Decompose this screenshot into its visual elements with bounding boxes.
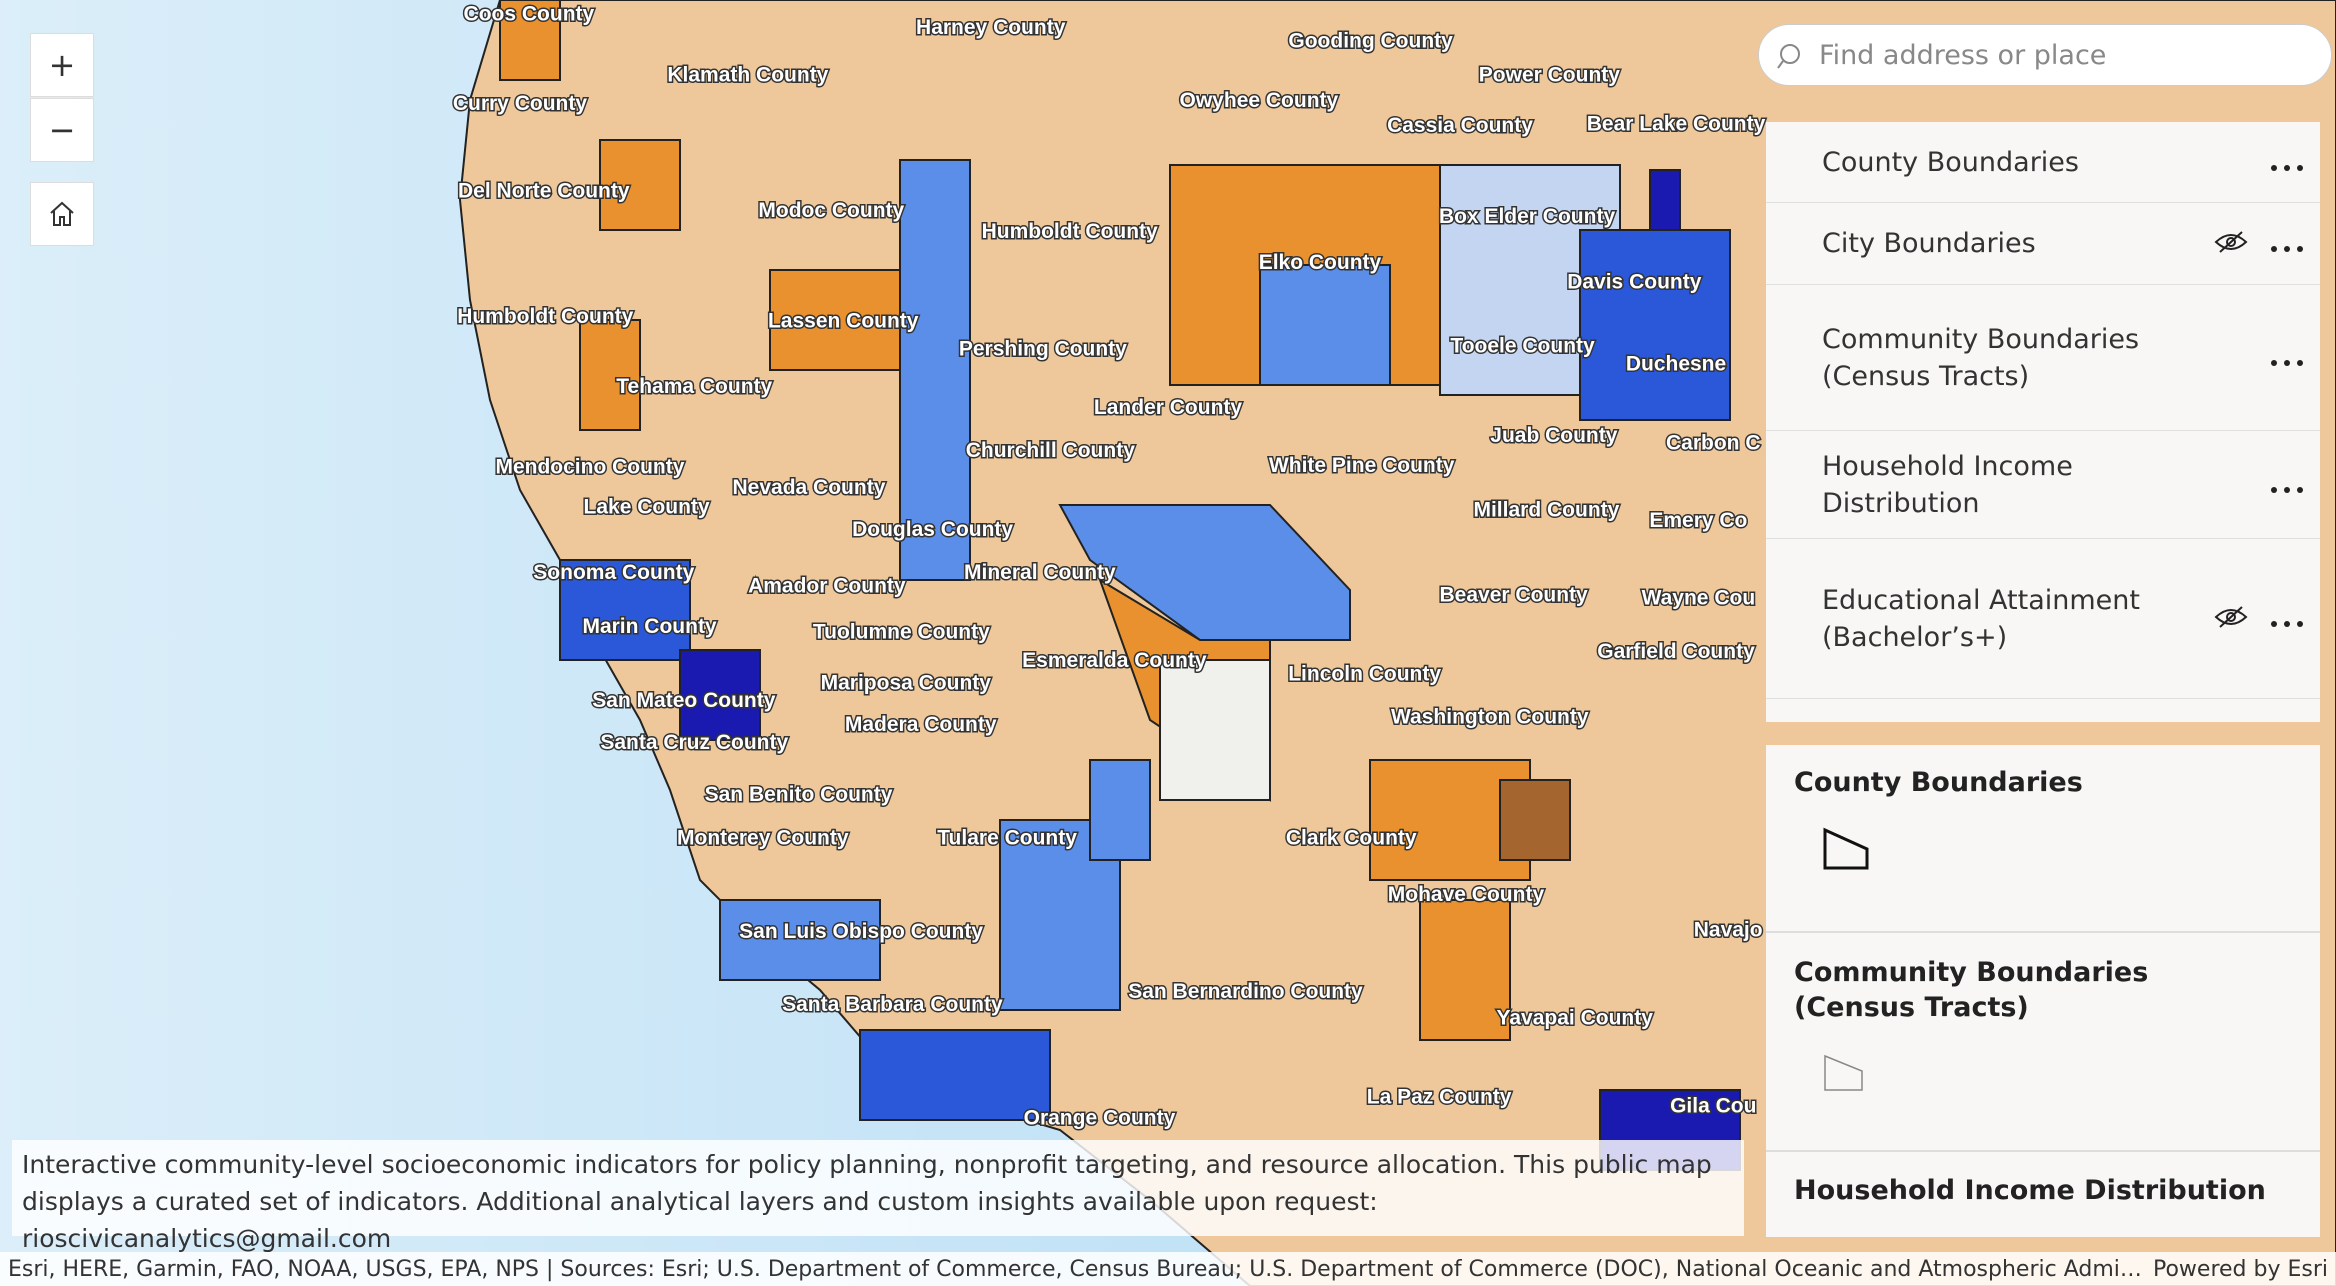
county-label: San Mateo County [592, 689, 775, 712]
county-label: Yavapai County [1497, 1007, 1654, 1030]
layer-options[interactable] [2270, 340, 2304, 375]
layer-item[interactable]: Educational Attainment (Bachelor’s+) [1766, 539, 2320, 699]
county-label: Tehama County [616, 375, 772, 398]
county-label: Coos County [464, 2, 595, 25]
county-label: Lake County [584, 496, 710, 519]
county-label: Washington County [1391, 706, 1589, 729]
county-label: Tooele County [1450, 335, 1595, 358]
county-label: Lincoln County [1288, 662, 1441, 685]
county-label: Elko County [1259, 251, 1382, 274]
description: Interactive community-level socioeconomi… [12, 1140, 1744, 1253]
home-icon [50, 201, 74, 226]
zoom-in[interactable]: + [30, 33, 94, 97]
county-label: White Pine County [1269, 454, 1455, 477]
legend-symbol [1824, 1054, 1863, 1091]
county-label: Humboldt County [457, 305, 633, 328]
county-label: Emery Co [1649, 509, 1747, 532]
county-label: Gila Cou [1670, 1094, 1756, 1117]
legend-symbol [1823, 827, 1869, 870]
legend-title: Household Income Distribution [1794, 1175, 2266, 1206]
legend-title: County Boundaries [1794, 767, 2083, 798]
layer-title: Educational Attainment (Bachelor’s+) [1822, 584, 2140, 653]
county-label: Carbon C [1666, 432, 1761, 455]
county-label: Mendocino County [495, 455, 684, 478]
legend-title: Community Boundaries (Census Tracts) [1794, 957, 2149, 1023]
attribution-bar: Esri, HERE, Garmin, FAO, NOAA, USGS, EPA… [0, 1252, 2336, 1286]
visibility-toggle[interactable] [2214, 230, 2248, 258]
county-label: San Benito County [705, 783, 893, 806]
county-label: Pershing County [959, 338, 1127, 361]
county-label: Wayne Cou [1642, 586, 1756, 609]
home-button[interactable] [30, 182, 94, 246]
county-label: Davis County [1567, 271, 1702, 294]
attribution: Esri, HERE, Garmin, FAO, NOAA, USGS, EPA… [8, 1256, 2145, 1282]
layer-item[interactable]: City Boundaries [1766, 203, 2320, 285]
county-label: Juab County [1490, 424, 1617, 447]
county-label: Esmeralda County [1022, 649, 1207, 672]
county-label: Garfield County [1597, 640, 1755, 663]
county-label: Mariposa County [821, 671, 992, 694]
county-label: Bear Lake County [1587, 113, 1766, 136]
county-label: Tuolumne County [813, 621, 990, 644]
county-label: Curry County [453, 92, 587, 115]
county-label: San Bernardino County [1128, 980, 1363, 1003]
search-box[interactable]: Find address or place [1758, 24, 2332, 86]
county-label: Santa Barbara County [782, 993, 1003, 1016]
county-label: Humboldt County [982, 220, 1158, 243]
county-label: La Paz County [1367, 1086, 1512, 1109]
layer-title: Household Income Distribution [1822, 450, 2073, 519]
county-label: Orange County [1024, 1106, 1176, 1129]
county-label: Marin County [582, 615, 716, 638]
county-label: Klamath County [667, 64, 828, 87]
county-label: Millard County [1473, 499, 1619, 522]
county-label: Amador County [748, 575, 906, 598]
county-label: Gooding County [1288, 29, 1453, 52]
zoom-out[interactable]: − [30, 98, 94, 162]
county-label: Del Norte County [458, 180, 630, 203]
county-label: Nevada County [733, 476, 886, 499]
layer-item[interactable]: Community Boundaries (Census Tracts) [1766, 285, 2320, 431]
county-label: Clark County [1286, 826, 1417, 849]
county-label: Harney County [916, 16, 1066, 39]
tract-fills [499, 0, 1741, 1171]
layer-options[interactable] [2270, 601, 2304, 636]
separator [1766, 1150, 2320, 1152]
layer-title: County Boundaries [1822, 146, 2079, 178]
county-label: Santa Cruz County [600, 731, 788, 754]
layer-title: Community Boundaries (Census Tracts) [1822, 323, 2140, 392]
county-label: Modoc County [758, 199, 904, 222]
county-label: Cassia County [1387, 114, 1533, 137]
search-placeholder: Find address or place [1819, 39, 2107, 71]
county-label: Lassen County [768, 309, 919, 332]
county-label: Mineral County [964, 561, 1116, 584]
layer-item[interactable]: Household Income Distribution [1766, 431, 2320, 539]
county-label: Churchill County [966, 439, 1135, 462]
county-label: Sonoma County [533, 561, 694, 584]
county-label: Mohave County [1388, 883, 1545, 906]
county-label: Duchesne [1626, 353, 1726, 376]
county-label: Box Elder County [1439, 205, 1616, 228]
county-label: Monterey County [677, 826, 849, 849]
layer-title: City Boundaries [1822, 228, 2036, 259]
county-label: Power County [1479, 64, 1620, 87]
legend: County Boundaries Community Boundaries (… [1766, 745, 2320, 1237]
powered-by[interactable]: Powered by Esri [2152, 1256, 2328, 1282]
county-label: Navajo [1694, 919, 1763, 942]
layer-options[interactable] [2270, 226, 2304, 261]
layer-options[interactable] [2270, 467, 2304, 502]
county-label: Lander County [1094, 396, 1242, 419]
county-label: Beaver County [1440, 583, 1589, 606]
county-label: Madera County [845, 713, 997, 736]
search-icon [1777, 44, 1800, 69]
county-label: Tulare County [937, 826, 1077, 849]
layer-list: County Boundaries City Boundaries Communit… [1766, 122, 2320, 722]
layer-item[interactable]: County Boundaries [1766, 122, 2320, 203]
county-label: San Luis Obispo County [739, 920, 983, 943]
county-label: Douglas County [852, 518, 1013, 541]
layer-options[interactable] [2270, 145, 2304, 180]
visibility-toggle[interactable] [2214, 605, 2248, 633]
county-label: Owyhee County [1180, 89, 1339, 112]
separator [1766, 931, 2320, 933]
